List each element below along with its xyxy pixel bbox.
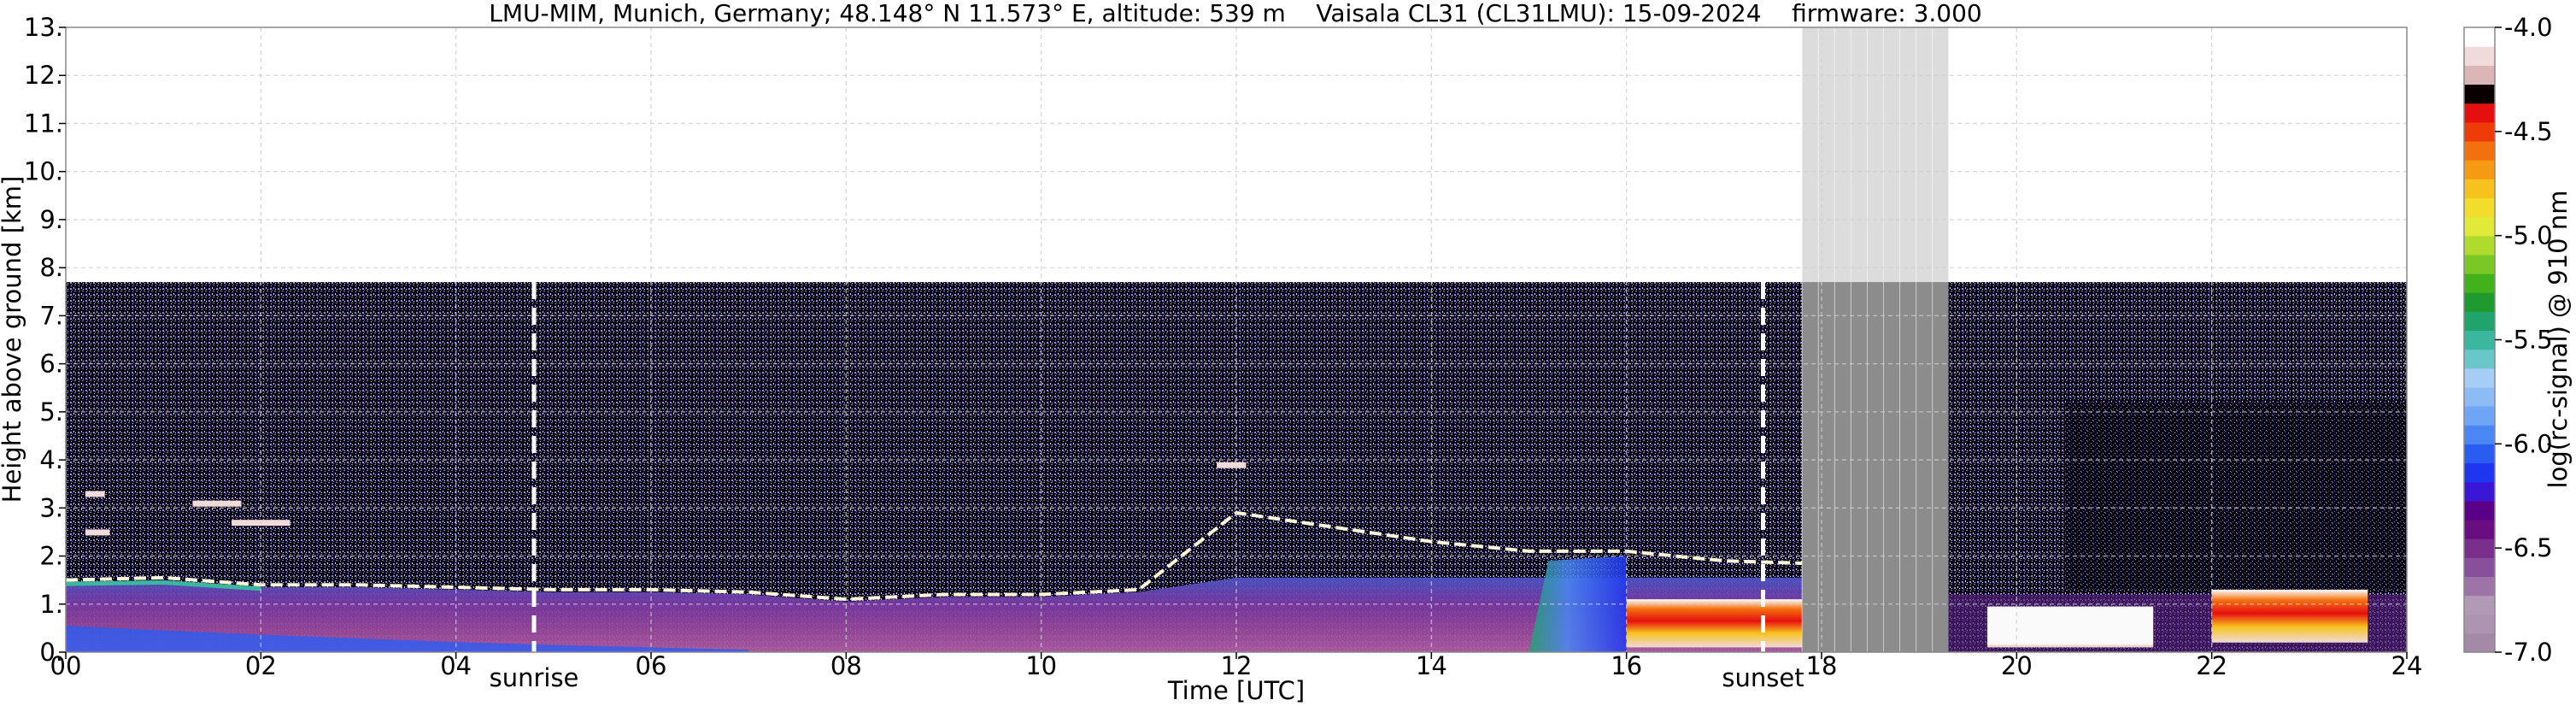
colorbar-tick-label: -6.0 <box>2504 429 2553 458</box>
colorbar-tick-label: -7.0 <box>2504 638 2553 667</box>
x-tick-label: 04 <box>440 651 472 680</box>
colorbar-swatch <box>2464 254 2495 274</box>
x-tick-label: 16 <box>1611 651 1642 680</box>
y-axis: 0. 1. 2. 3. 4. 5. 6. 7. 8. 9. 10. 11. 12. 13. <box>24 13 66 667</box>
chart-title: LMU-MIM, Munich, Germany; 48.148° N 11.5… <box>489 0 1982 27</box>
cloud-edge <box>65 580 261 591</box>
colorbar-swatch <box>2464 557 2495 577</box>
aerosol-patch <box>85 491 105 497</box>
colorbar-swatch <box>2464 140 2495 161</box>
low-cloud-region <box>2211 589 2368 643</box>
y-tick-label: 5. <box>39 397 63 427</box>
colorbar-swatch <box>2464 273 2495 293</box>
colorbar-swatch <box>2464 425 2495 444</box>
colorbar-swatch <box>2464 576 2495 597</box>
event-label-sunset: sunset <box>1722 663 1804 692</box>
colorbar-swatch <box>2464 46 2495 66</box>
y-tick-label: 2. <box>39 542 63 571</box>
event-label-sunrise: sunrise <box>490 663 579 692</box>
colorbar-label: log(rc-signal) @ 910 nm <box>2544 191 2573 489</box>
colorbar-swatch <box>2464 368 2495 388</box>
colorbar-tick-label: -5.5 <box>2504 326 2553 355</box>
colorbar-swatch <box>2464 519 2495 539</box>
near-surface-band <box>66 626 749 652</box>
y-tick-label: 11. <box>24 109 63 138</box>
backscatter-heatmap <box>65 27 2407 652</box>
cloud-base-trace <box>65 510 1803 602</box>
colorbar-swatch <box>2464 235 2495 256</box>
colorbar-swatch <box>2464 500 2495 521</box>
low-cloud-region <box>1987 606 2154 645</box>
colorbar-tick-label: -4.5 <box>2504 117 2553 146</box>
y-tick-label: 9. <box>39 205 63 234</box>
aerosol-patch <box>1217 462 1247 468</box>
colorbar-swatch <box>2464 444 2495 464</box>
colorbar-tick-label: -6.5 <box>2504 533 2553 562</box>
colorbar-swatch <box>2464 179 2495 198</box>
y-tick-label: 1. <box>39 590 63 619</box>
cloud-transition <box>1529 556 1627 652</box>
colorbar-swatch <box>2464 386 2495 407</box>
missing-data-upper <box>1802 27 1949 283</box>
missing-data-block <box>1802 282 1949 652</box>
events: sunrise sunset <box>490 282 1804 692</box>
colorbar-swatch <box>2464 292 2495 312</box>
colorbar-swatch <box>2464 65 2495 85</box>
y-tick-label: 12. <box>24 61 63 90</box>
colorbar-swatch <box>2464 197 2495 218</box>
clear-air-region <box>2065 402 2407 590</box>
y-tick-label: 3. <box>39 493 63 522</box>
x-tick-label: 12 <box>1221 651 1253 680</box>
x-tick-label: 22 <box>2196 651 2227 680</box>
low-cloud-region <box>1626 599 1803 648</box>
y-tick-label: 4. <box>39 445 63 474</box>
grid <box>66 27 2407 652</box>
x-tick-label: 02 <box>245 651 277 680</box>
colorbar-swatch <box>2464 27 2495 47</box>
colorbar-swatch <box>2464 121 2495 142</box>
y-tick-label: 7. <box>39 301 63 330</box>
y-tick-label: 0. <box>39 638 63 667</box>
colorbar-swatch <box>2464 406 2495 426</box>
colorbar-swatch <box>2464 160 2495 179</box>
x-tick-label: 10 <box>1025 651 1057 680</box>
colorbar-swatch <box>2464 330 2495 350</box>
y-axis-label: Height above ground [km] <box>0 176 26 503</box>
colorbar-swatch <box>2464 538 2495 558</box>
x-tick-label: 14 <box>1416 651 1447 680</box>
aerosol-patch <box>192 500 242 507</box>
y-tick-label: 10. <box>24 157 63 186</box>
colorbar-swatch <box>2464 84 2495 104</box>
x-tick-label: 00 <box>50 651 82 680</box>
colorbar-swatch <box>2464 632 2495 653</box>
colorbar-swatch <box>2464 595 2495 615</box>
colorbar-swatch <box>2464 614 2495 634</box>
colorbar-swatch <box>2464 481 2495 502</box>
x-tick-label: 24 <box>2391 651 2423 680</box>
colorbar-swatch <box>2464 311 2495 332</box>
y-tick-label: 6. <box>39 350 63 379</box>
x-tick-label: 08 <box>830 651 862 680</box>
colorbar-swatch <box>2464 462 2495 483</box>
x-tick-label: 20 <box>2001 651 2033 680</box>
colorbar: -4.0 -4.5 -5.0 -5.5 -6.0 -6.5 -7.0 <box>2463 13 2553 667</box>
x-tick-label: 18 <box>1806 651 1838 680</box>
y-tick-label: 13. <box>24 13 63 42</box>
colorbar-swatch <box>2464 216 2495 237</box>
x-axis-label: Time [UTC] <box>1167 676 1305 705</box>
boundary-layer <box>66 577 1803 652</box>
aerosol-patch <box>85 529 110 536</box>
x-tick-label: 06 <box>636 651 667 680</box>
x-axis: 00 02 04 06 08 10 12 14 16 18 20 22 24 <box>50 651 2423 680</box>
colorbar-swatch <box>2464 103 2495 123</box>
y-tick-label: 8. <box>39 253 63 282</box>
colorbar-swatch <box>2464 349 2495 369</box>
colorbar-tick-label: -4.0 <box>2504 13 2553 42</box>
colorbar-tick-label: -5.0 <box>2504 221 2553 250</box>
